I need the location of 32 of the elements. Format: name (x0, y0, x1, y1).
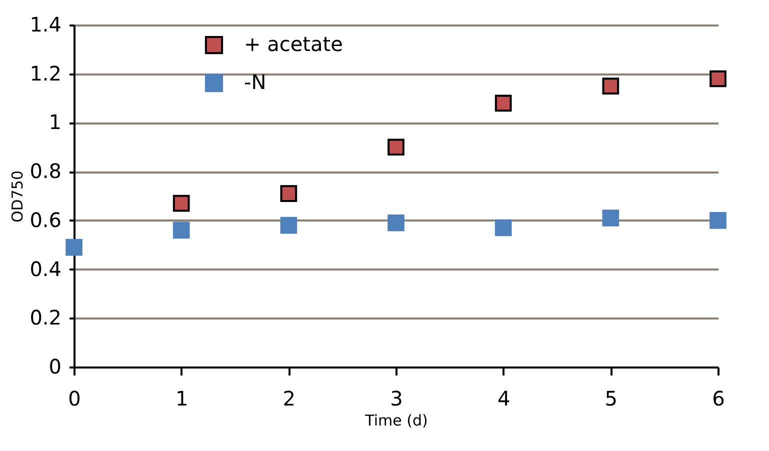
y-tick-label: 1.2 (30, 61, 62, 86)
x-tick-label: 3 (390, 386, 403, 410)
y-tick-label: 0.6 (30, 208, 62, 232)
y-tick-label: 1 (48, 110, 62, 134)
point (172, 194, 190, 212)
y-tick-label: 0.4 (30, 256, 62, 281)
legend-label: -N (244, 70, 266, 94)
point (280, 185, 298, 202)
point (494, 219, 512, 236)
point (388, 138, 404, 156)
x-tick-label: 5 (604, 386, 618, 410)
point (280, 216, 298, 234)
x-tick-label: 1 (175, 386, 188, 410)
x-axis-title: Time (d) (364, 412, 428, 430)
y-axis-title: OD750 (8, 170, 27, 222)
point (710, 212, 726, 229)
y-tick-label: 0 (48, 354, 62, 378)
point (494, 94, 512, 112)
y-tick-label: 0.8 (30, 159, 62, 184)
legend-label: + acetate (244, 32, 343, 56)
point (710, 70, 726, 88)
y-tick-label: 0.2 (30, 306, 62, 330)
y-tick-label: 1.4 (30, 12, 62, 36)
point (602, 78, 620, 94)
point (602, 210, 620, 226)
point (172, 222, 190, 239)
x-tick-label: 0 (68, 386, 81, 410)
x-tick-label: 4 (497, 386, 510, 410)
point (388, 214, 404, 232)
x-tick-label: 2 (282, 386, 296, 410)
x-tick-label: 6 (712, 386, 725, 410)
point (66, 238, 82, 256)
